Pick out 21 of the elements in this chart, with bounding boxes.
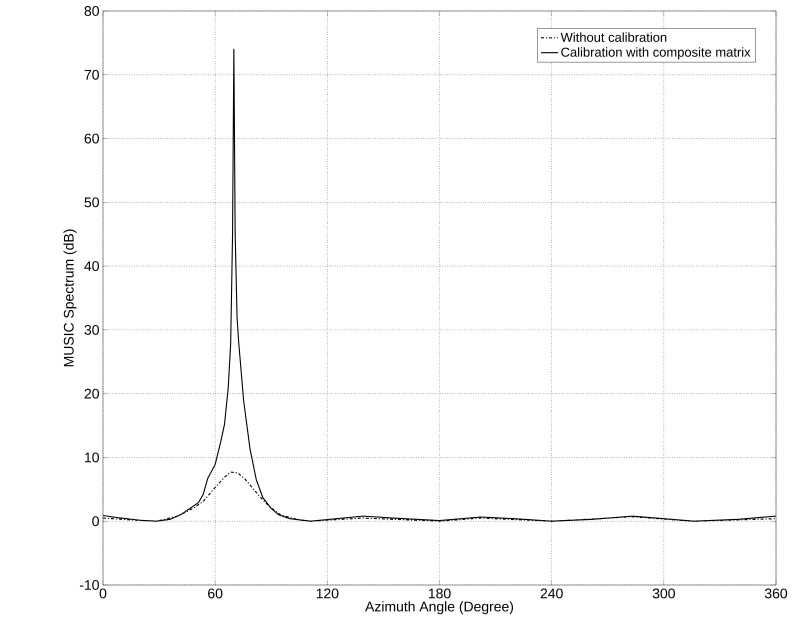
x-tick-label: 0 [100,588,106,598]
legend-label: Calibration with composite matrix [561,47,750,60]
y-tick-label: 30 [84,324,99,335]
y-tick-label: 80 [84,6,99,16]
x-tick-label: 240 [540,588,563,598]
x-tick-label: 360 [764,588,788,598]
y-axis-title: MUSIC Spectrum (dB) [63,230,76,366]
x-tick-label: 300 [652,588,675,598]
x-axis-title: Azimuth Angle (Degree) [365,601,514,614]
y-tick-label: 20 [84,388,99,399]
y-tick-label: 0 [92,516,99,526]
x-tick-label: 120 [316,588,338,598]
x-tick-label: 180 [428,588,451,598]
y-tick-label: 10 [85,452,99,462]
y-tick-label: -10 [80,580,99,590]
y-tick-label: 70 [84,70,99,80]
y-tick-label: 60 [84,134,99,144]
x-tick-label: 60 [208,588,222,598]
y-tick-label: 50 [84,197,99,208]
legend-label: Without calibration [560,32,666,42]
y-tick-label: 40 [84,261,99,272]
